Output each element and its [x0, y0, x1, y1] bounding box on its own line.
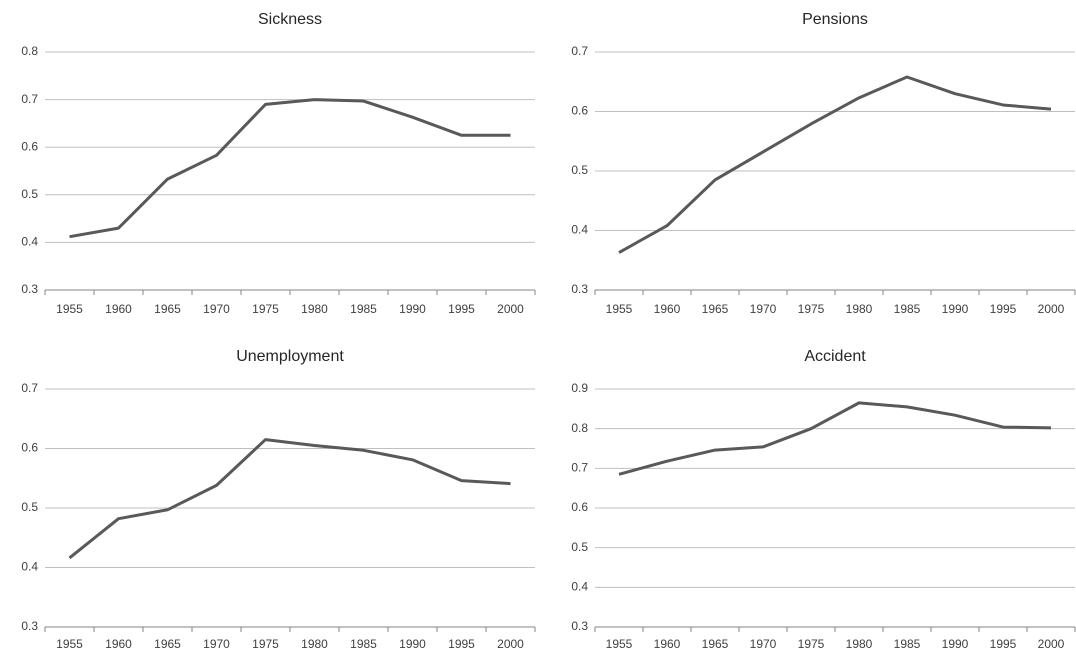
data-line — [618, 75, 1052, 254]
chart-panel: Pensions 0.3 0.4 0.5 0.6 0.7 1955 1960 1965 1970 1… — [571, 11, 1076, 316]
x-tick-label: 1970 — [750, 302, 777, 316]
x-tick-label: 1985 — [894, 302, 921, 316]
x-tick-label: 1995 — [990, 637, 1017, 651]
x-tick-label: 1975 — [252, 302, 279, 316]
x-tick-label: 1955 — [606, 302, 633, 316]
chart-title: Unemployment — [236, 348, 344, 365]
y-tick-label: 0.8 — [21, 44, 38, 58]
y-tick-label: 0.5 — [21, 187, 38, 201]
x-tick-label: 1965 — [702, 302, 729, 316]
x-tick-label: 1965 — [702, 637, 729, 651]
y-tick-label: 0.9 — [571, 381, 588, 395]
x-tick-label: 1970 — [750, 637, 777, 651]
y-tick-label: 0.8 — [571, 421, 588, 435]
chart-title: Accident — [804, 348, 866, 365]
y-tick-label: 0.6 — [571, 104, 588, 118]
y-tick-label: 0.4 — [21, 560, 38, 574]
x-tick-label: 1985 — [894, 637, 921, 651]
y-tick-label: 0.6 — [21, 139, 38, 153]
x-tick-label: 1990 — [942, 302, 969, 316]
x-tick-label: 1980 — [846, 302, 873, 316]
x-tick-label: 1990 — [942, 637, 969, 651]
x-tick-label: 2000 — [497, 637, 524, 651]
data-line — [69, 98, 511, 239]
y-tick-label: 0.7 — [21, 92, 38, 106]
x-tick-label: 1980 — [846, 637, 873, 651]
x-tick-label: 1980 — [301, 637, 328, 651]
chart-title: Pensions — [802, 11, 868, 28]
x-tick-label: 1960 — [105, 637, 132, 651]
chart-panel: Sickness 0.3 0.4 0.5 0.6 0.7 0.8 1955 1960 1965 19… — [21, 11, 536, 316]
x-tick-label: 1995 — [448, 637, 475, 651]
x-tick-label: 1965 — [154, 637, 181, 651]
y-tick-label: 0.4 — [21, 235, 38, 249]
x-tick-label: 1970 — [203, 637, 230, 651]
x-tick-label: 1955 — [56, 637, 83, 651]
y-tick-label: 0.4 — [571, 223, 588, 237]
x-tick-label: 2000 — [497, 302, 524, 316]
x-tick-label: 2000 — [1038, 302, 1065, 316]
y-tick-label: 0.3 — [571, 282, 588, 296]
x-tick-label: 1955 — [56, 302, 83, 316]
x-tick-label: 1960 — [654, 302, 681, 316]
y-tick-label: 0.4 — [571, 580, 588, 594]
x-tick-label: 1975 — [252, 637, 279, 651]
y-tick-label: 0.5 — [571, 540, 588, 554]
x-tick-label: 2000 — [1038, 637, 1065, 651]
x-tick-label: 1965 — [154, 302, 181, 316]
y-tick-label: 0.5 — [571, 163, 588, 177]
y-tick-label: 0.3 — [21, 619, 38, 633]
x-tick-label: 1975 — [798, 637, 825, 651]
y-tick-label: 0.3 — [21, 282, 38, 296]
x-tick-label: 1990 — [399, 302, 426, 316]
data-line — [68, 438, 511, 560]
y-tick-label: 0.7 — [21, 381, 38, 395]
y-tick-label: 0.3 — [571, 619, 588, 633]
x-tick-label: 1980 — [301, 302, 328, 316]
y-tick-label: 0.5 — [21, 500, 38, 514]
chart-panel: Unemployment 0.3 0.4 0.5 0.6 0.7 1955 1960 1965 1… — [21, 348, 536, 651]
x-tick-label: 1975 — [798, 302, 825, 316]
x-tick-label: 1985 — [350, 637, 377, 651]
x-tick-label: 1955 — [606, 637, 633, 651]
chart-panel: Accident 0.3 0.4 0.5 0.6 0.7 0.8 0.9 1955 1960 196… — [571, 348, 1076, 651]
x-tick-label: 1960 — [105, 302, 132, 316]
x-tick-label: 1970 — [203, 302, 230, 316]
chart-title: Sickness — [258, 11, 322, 28]
x-tick-label: 1990 — [399, 637, 426, 651]
y-tick-label: 0.7 — [571, 461, 588, 475]
x-tick-label: 1985 — [350, 302, 377, 316]
y-tick-label: 0.6 — [21, 441, 38, 455]
y-tick-label: 0.6 — [571, 500, 588, 514]
data-line — [618, 401, 1052, 476]
x-tick-label: 1995 — [990, 302, 1017, 316]
x-tick-label: 1960 — [654, 637, 681, 651]
x-tick-label: 1995 — [448, 302, 475, 316]
y-tick-label: 0.7 — [571, 44, 588, 58]
